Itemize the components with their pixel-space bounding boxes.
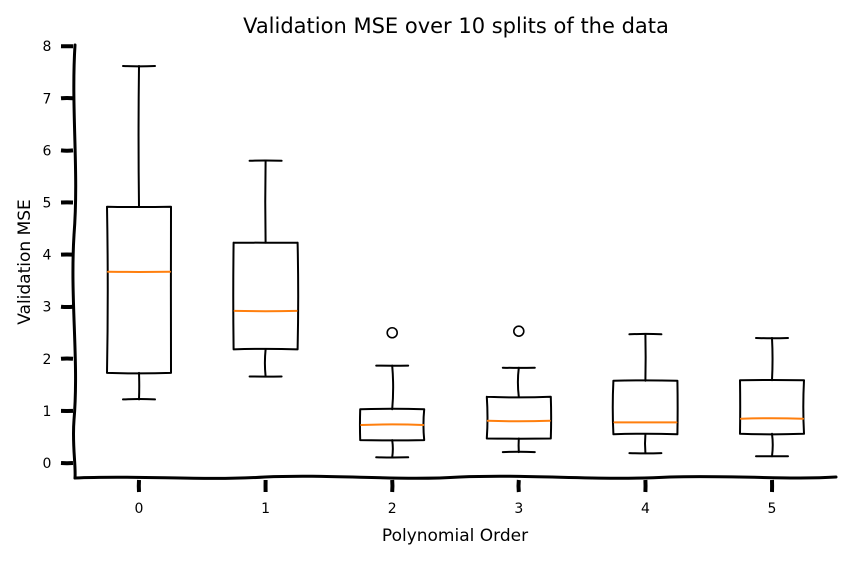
x-tick-label: 3 — [514, 501, 523, 517]
x-tick-label: 4 — [641, 501, 650, 517]
box-body — [485, 395, 553, 440]
y-tick-label: 5 — [43, 196, 52, 212]
y-axis-line — [71, 43, 78, 480]
lower-whisker — [391, 439, 394, 459]
lower-whisker — [771, 432, 774, 458]
box-1 — [232, 159, 300, 378]
boxes — [106, 65, 805, 459]
box-5 — [739, 337, 805, 458]
y-axis-label: Validation MSE — [15, 199, 35, 325]
box-body — [232, 241, 300, 351]
box-2 — [358, 326, 426, 459]
x-axis-line — [73, 474, 838, 480]
x-ticks: 0 1 2 3 4 5 — [135, 479, 777, 517]
x-tick-label: 1 — [261, 501, 270, 517]
y-tick-label: 2 — [43, 352, 52, 368]
y-tick-label: 1 — [43, 404, 52, 420]
box-4 — [611, 332, 679, 455]
box-body — [739, 378, 805, 436]
y-tick-label: 3 — [43, 300, 52, 316]
y-tick-label: 4 — [43, 248, 52, 264]
x-tick-label: 2 — [388, 501, 397, 517]
median-line — [360, 423, 425, 426]
y-ticks: 0 1 2 3 4 5 6 7 8 — [43, 39, 74, 472]
box-3 — [485, 325, 553, 454]
box-0 — [106, 65, 172, 401]
y-tick-label: 7 — [43, 91, 52, 107]
upper-whisker — [516, 366, 520, 398]
chart-title: Validation MSE over 10 splits of the dat… — [243, 14, 669, 38]
outlier-point — [386, 326, 399, 339]
y-tick-label: 0 — [43, 456, 52, 472]
lower-whisker — [263, 348, 267, 378]
box-body — [611, 379, 679, 436]
x-tick-label: 0 — [135, 501, 144, 517]
upper-whisker — [391, 364, 395, 411]
y-tick-label: 8 — [43, 39, 52, 55]
box-body — [106, 205, 172, 375]
x-axis-label: Polynomial Order — [382, 526, 528, 546]
upper-whisker — [771, 337, 774, 382]
outlier-point — [512, 325, 525, 337]
y-tick-label: 6 — [43, 143, 52, 159]
x-tick-label: 5 — [768, 501, 777, 517]
